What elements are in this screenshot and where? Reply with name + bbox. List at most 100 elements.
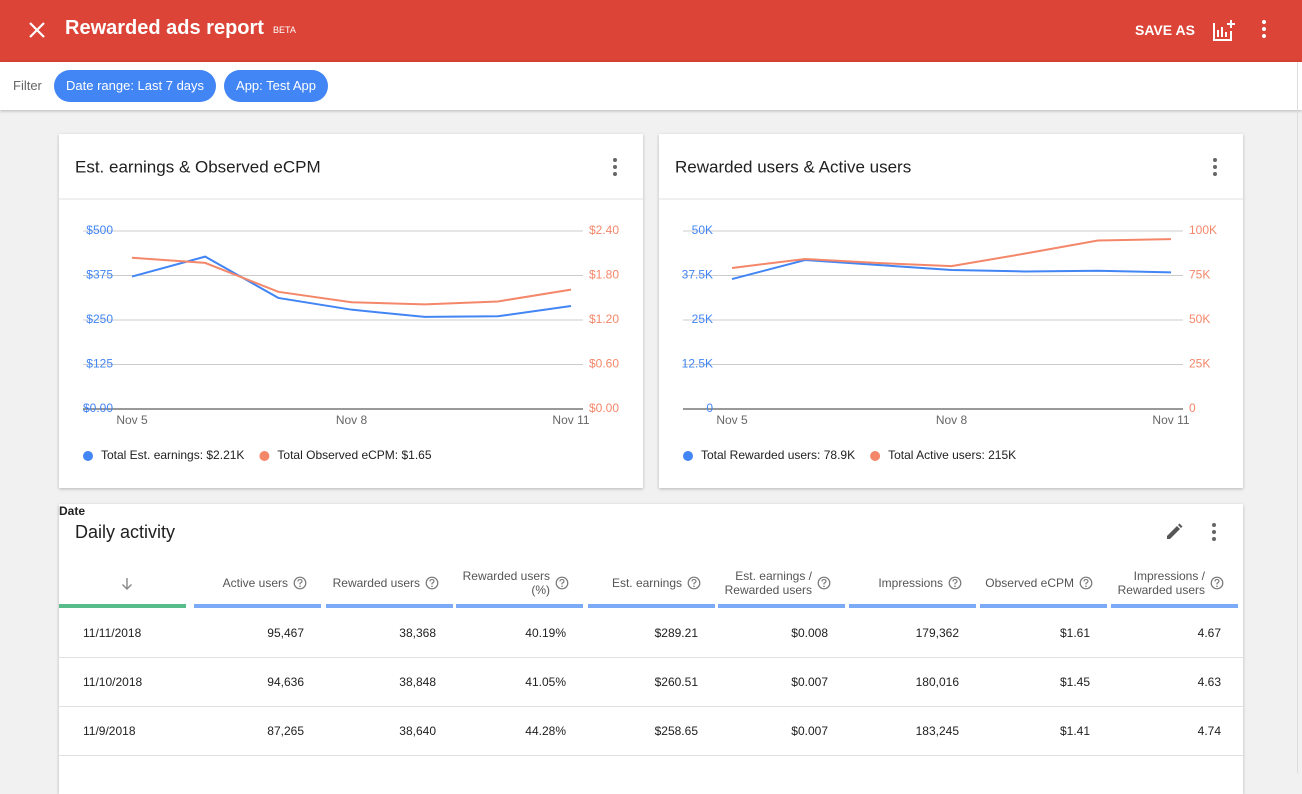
column-header-text: Observed eCPM <box>985 576 1074 590</box>
help-icon[interactable] <box>1210 576 1224 590</box>
table-cell: 11/11/2018 <box>83 626 142 640</box>
save-as-button[interactable]: SAVE AS <box>1135 22 1195 38</box>
x-tick-label: Nov 8 <box>336 413 368 427</box>
y2-tick-label: 25K <box>1189 357 1210 371</box>
table-cell: 44.28% <box>525 724 566 738</box>
table-cell: 94,636 <box>267 675 304 689</box>
series-line <box>131 255 572 318</box>
y2-tick-label: $0.60 <box>589 357 619 371</box>
column-header: Rewarded users (%) <box>456 568 550 598</box>
y-tick-label: $125 <box>86 357 113 371</box>
column-header-text: Est. earnings / Rewarded users <box>724 569 812 597</box>
column-header: Date <box>59 504 86 518</box>
help-icon[interactable] <box>1079 576 1093 590</box>
column-header-text: Impressions / Rewarded users <box>1117 569 1205 597</box>
chart-card: Rewarded users & Active users 0 12.5K 25K 37… <box>659 134 1243 488</box>
x-tick-label: Nov 8 <box>936 413 968 427</box>
chart: Est. earnings & Observed eCPM $0.00 $125 $2… <box>59 157 643 462</box>
column-underline <box>849 604 976 608</box>
y-tick-label: 50K <box>692 223 713 237</box>
more-menu[interactable] <box>613 158 617 176</box>
y-tick-label: $0.00 <box>83 401 113 415</box>
column-underline <box>980 604 1107 608</box>
table-cell: 11/10/2018 <box>83 675 143 689</box>
menu-dot <box>613 165 617 169</box>
column-header-text: Impressions <box>878 576 943 590</box>
beta-badge: BETA <box>273 25 296 35</box>
column-underline <box>194 604 321 608</box>
help-icon[interactable] <box>425 576 439 590</box>
help-icon[interactable] <box>293 576 307 590</box>
row-divider <box>59 755 1243 756</box>
table-cell: 87,265 <box>267 724 304 738</box>
row-divider <box>59 706 1243 707</box>
table-cell: 183,245 <box>915 724 959 738</box>
table-cell: $260.51 <box>654 675 698 689</box>
table-cell: $0.007 <box>791 675 828 689</box>
column-underline <box>326 604 453 608</box>
table-cell: 41.05% <box>525 675 566 689</box>
table-cell: 38,368 <box>399 626 436 640</box>
y-tick-label: $375 <box>86 268 113 282</box>
table-cell: $0.007 <box>791 724 828 738</box>
column-header-text: Rewarded users (%) <box>462 569 550 597</box>
table-cell: $1.41 <box>1059 724 1090 738</box>
column-header-text: Est. earnings <box>611 576 682 590</box>
chart-card: Est. earnings & Observed eCPM $0.00 $125 $2… <box>59 134 643 488</box>
help-icon[interactable] <box>948 576 962 590</box>
y2-tick-label: $1.20 <box>589 312 619 326</box>
top-bar: Rewarded ads report BETA SAVE AS <box>0 0 1302 62</box>
column-header: Active users <box>194 568 288 598</box>
series-line <box>731 259 1172 281</box>
filter-chips: Date range: Last 7 days App: Test App <box>54 70 336 102</box>
filter-label: Filter <box>13 78 42 93</box>
menu-dot <box>1213 158 1217 162</box>
column-header: Impressions <box>849 568 943 598</box>
table-cell: 4.74 <box>1197 724 1221 738</box>
legend-label: Total Observed eCPM: $1.65 <box>277 448 431 462</box>
more-menu[interactable] <box>1258 18 1270 42</box>
column-header: Impressions / Rewarded users <box>1111 568 1205 598</box>
legend-marker <box>683 451 693 461</box>
edit-button[interactable] <box>1164 522 1184 542</box>
legend-label: Total Active users: 215K <box>888 448 1016 462</box>
legend-label: Total Rewarded users: 78.9K <box>701 448 855 462</box>
help-icon[interactable] <box>555 576 569 590</box>
y-tick-label: 37.5K <box>682 268 713 282</box>
table-card: Daily activity Date Active users Rewarded … <box>59 504 1243 794</box>
x-tick-label: Nov 11 <box>552 413 589 427</box>
table-cell: $1.45 <box>1059 675 1090 689</box>
table-cell: 4.63 <box>1197 675 1221 689</box>
y2-tick-label: $0.00 <box>589 401 619 415</box>
more-menu[interactable] <box>1213 158 1217 176</box>
column-header-text: Active users <box>222 576 288 590</box>
menu-dot <box>1213 172 1217 176</box>
legend-label: Total Est. earnings: $2.21K <box>101 448 244 462</box>
column-header: Observed eCPM <box>980 568 1074 598</box>
column-header-text: Rewarded users <box>332 576 420 590</box>
series-line <box>731 238 1172 270</box>
column-underline <box>588 604 715 608</box>
help-icon[interactable] <box>687 576 701 590</box>
column-underline <box>1111 604 1238 608</box>
menu-dot <box>1213 165 1217 169</box>
table-cell: $0.008 <box>791 626 828 640</box>
column-underline <box>456 604 583 608</box>
menu-dot <box>613 158 617 162</box>
sort-arrow[interactable] <box>121 577 133 591</box>
help-icon[interactable] <box>817 576 831 590</box>
more-menu[interactable] <box>1208 520 1220 544</box>
table-cell: 40.19% <box>525 626 566 640</box>
chart-title: Rewarded users & Active users <box>675 157 911 176</box>
y2-tick-label: 100K <box>1189 223 1217 237</box>
y-tick-label: 0 <box>706 401 713 415</box>
add-chart-button[interactable] <box>1212 19 1236 43</box>
column-header: Est. earnings / Rewarded users <box>718 568 812 598</box>
table-cell: 38,848 <box>399 675 436 689</box>
filter-chip[interactable]: Date range: Last 7 days <box>54 70 217 102</box>
column-underline <box>718 604 845 608</box>
y-tick-label: $250 <box>86 312 113 326</box>
filter-chip[interactable]: App: Test App <box>224 70 329 102</box>
close-button[interactable] <box>27 20 47 40</box>
